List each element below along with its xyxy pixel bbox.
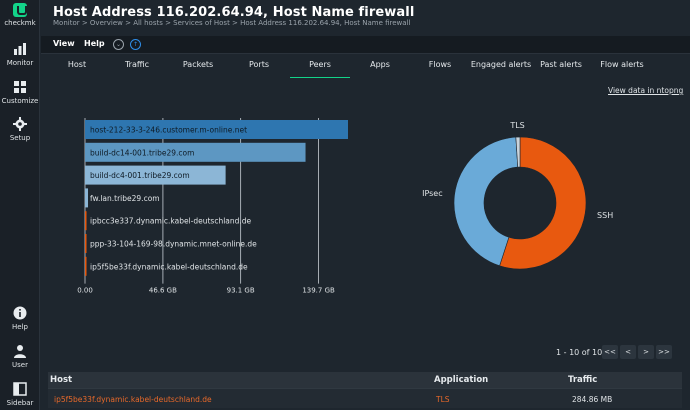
tab-engaged-alerts[interactable]: Engaged alerts bbox=[470, 60, 532, 78]
menu-view[interactable]: View bbox=[53, 39, 75, 48]
bar bbox=[85, 120, 348, 139]
bar-label: ppp-33-104-169-98.dynamic.mnet-online.de bbox=[90, 240, 257, 249]
tab-label: Apps bbox=[370, 60, 390, 69]
tab-packets[interactable]: Packets bbox=[168, 60, 228, 78]
donut-slice bbox=[453, 136, 519, 267]
x-tick-label: 0.00 bbox=[77, 287, 93, 295]
cell-host[interactable]: ip5f5be33f.dynamic.kabel-deutschland.de bbox=[54, 395, 212, 404]
menu-help[interactable]: Help bbox=[84, 39, 105, 48]
cell-traffic: 284.86 MB bbox=[572, 395, 613, 404]
donut-label: TLS bbox=[509, 121, 524, 130]
tab-peers[interactable]: Peers bbox=[290, 60, 350, 78]
logo-text: checkmk bbox=[4, 19, 36, 27]
sidebar-item-label: Setup bbox=[9, 134, 31, 142]
tab-label: Packets bbox=[182, 60, 214, 69]
arrow-up-icon[interactable]: ↑ bbox=[130, 39, 141, 50]
tab-label: Flow alerts bbox=[600, 60, 644, 69]
bar-label: ipbcc3e337.dynamic.kabel-deutschland.de bbox=[90, 217, 252, 226]
bar bbox=[85, 256, 87, 276]
grid-icon bbox=[14, 81, 26, 93]
sidebar-item-sidebar[interactable]: Sidebar bbox=[0, 382, 40, 407]
user-icon bbox=[14, 345, 26, 358]
sidebar-item-monitor[interactable]: Monitor bbox=[0, 42, 40, 67]
donut-slice bbox=[515, 136, 521, 168]
bar bbox=[85, 211, 87, 231]
bar-label: build-dc14-001.tribe29.com bbox=[90, 148, 194, 157]
bar bbox=[85, 142, 306, 162]
sidebar-item-label: Customize bbox=[1, 97, 39, 105]
donut-slice bbox=[499, 136, 587, 270]
sidebar-item-user[interactable]: User bbox=[0, 344, 40, 369]
table-row: ip5f5be33f.dynamic.kabel-deutschland.de … bbox=[48, 388, 682, 408]
logo[interactable]: checkmk bbox=[0, 3, 40, 27]
sidebar-item-setup[interactable]: Setup bbox=[0, 117, 40, 142]
pagination-next-button[interactable]: > bbox=[638, 345, 654, 359]
page-header: Host Address 116.202.64.94, Host Name fi… bbox=[41, 0, 690, 36]
tab-label: Past alerts bbox=[540, 60, 582, 69]
chevron-down-icon[interactable]: ⌄ bbox=[113, 39, 124, 50]
table-header: Host Application Traffic bbox=[48, 372, 682, 388]
view-in-ntopng-link[interactable]: View data in ntopng bbox=[608, 86, 684, 95]
page-title: Host Address 116.202.64.94, Host Name fi… bbox=[53, 5, 415, 20]
bar bbox=[85, 165, 226, 185]
bar-chart-icon bbox=[14, 43, 26, 55]
sidebar-item-label: Help bbox=[12, 323, 28, 331]
tab-label: Flows bbox=[428, 60, 452, 69]
x-tick-label: 93.1 GB bbox=[227, 287, 255, 295]
tab-ports[interactable]: Ports bbox=[230, 60, 288, 78]
sidebar-item-label: Sidebar bbox=[6, 399, 34, 407]
tab-flow-alerts[interactable]: Flow alerts bbox=[594, 60, 650, 78]
pagination-last-button[interactable]: >> bbox=[656, 345, 672, 359]
tab-flows[interactable]: Flows bbox=[410, 60, 470, 78]
pagination-first-button[interactable]: << bbox=[602, 345, 618, 359]
sidebar-toggle-icon bbox=[13, 382, 27, 396]
tab-host[interactable]: Host bbox=[48, 60, 106, 78]
tab-label: Traffic bbox=[124, 60, 150, 69]
donut-label: SSH bbox=[597, 211, 613, 220]
sidebar: checkmk Monitor Customize Setup bbox=[0, 0, 40, 410]
tab-traffic[interactable]: Traffic bbox=[108, 60, 166, 78]
column-header-host[interactable]: Host bbox=[50, 375, 73, 385]
sidebar-item-customize[interactable]: Customize bbox=[0, 80, 40, 105]
tab-label: Ports bbox=[248, 60, 270, 69]
checkmk-logo-icon bbox=[13, 3, 27, 17]
tab-apps[interactable]: Apps bbox=[352, 60, 408, 78]
column-header-traffic[interactable]: Traffic bbox=[568, 375, 598, 385]
tab-bar: Host Traffic Packets Ports Peers Apps Fl… bbox=[48, 60, 682, 78]
pagination-info: 1 - 10 of 10 bbox=[556, 348, 603, 357]
tab-past-alerts[interactable]: Past alerts bbox=[534, 60, 588, 78]
tab-label: Peers bbox=[309, 60, 331, 69]
sidebar-item-label: User bbox=[12, 361, 28, 369]
bar bbox=[85, 234, 87, 253]
pagination-prev-button[interactable]: < bbox=[620, 345, 636, 359]
tab-label: Host bbox=[67, 60, 87, 69]
bar bbox=[85, 188, 89, 208]
sidebar-item-label: Monitor bbox=[6, 59, 34, 67]
bar-label: build-dc4-001.tribe29.com bbox=[90, 171, 190, 180]
tab-label: Engaged alerts bbox=[470, 60, 532, 69]
bar-label: fw.lan.tribe29.com bbox=[90, 194, 160, 203]
gear-icon bbox=[13, 117, 27, 131]
cell-application[interactable]: TLS bbox=[436, 395, 450, 404]
peers-table: Host Application Traffic ip5f5be33f.dyna… bbox=[48, 372, 682, 408]
bar-label: host-212-33-3-246.customer.m-online.net bbox=[90, 126, 247, 135]
sidebar-item-help[interactable]: Help bbox=[0, 306, 40, 331]
donut-label: IPsec bbox=[422, 189, 443, 198]
column-header-application[interactable]: Application bbox=[434, 375, 489, 385]
bar-label: ip5f5be33f.dynamic.kabel-deutschland.de bbox=[90, 262, 248, 271]
x-tick-label: 139.7 GB bbox=[302, 287, 335, 295]
breadcrumb[interactable]: Monitor > Overview > All hosts > Service… bbox=[53, 19, 411, 27]
menu-bar: View Help ⌄ ↑ bbox=[41, 36, 690, 54]
info-icon bbox=[13, 306, 27, 320]
x-tick-label: 46.6 GB bbox=[149, 287, 177, 295]
